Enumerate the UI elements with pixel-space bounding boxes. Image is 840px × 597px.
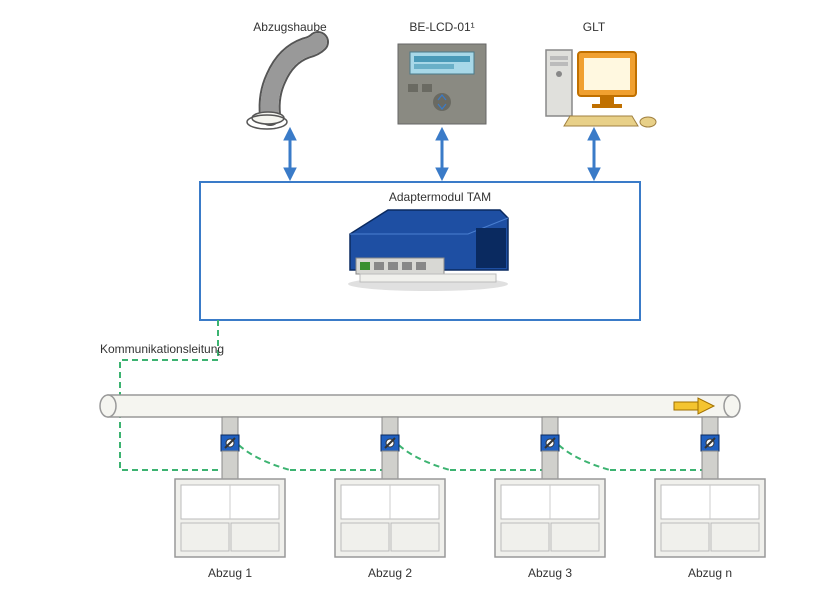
label-abzug-1: Abzug 1 xyxy=(200,566,260,580)
label-comm-line: Kommunikationsleitung xyxy=(100,342,250,356)
cabinet-2 xyxy=(335,479,445,557)
label-be-lcd: BE-LCD-01¹ xyxy=(402,20,482,34)
abzugshaube-icon xyxy=(247,42,318,129)
be-lcd-icon xyxy=(398,44,486,124)
label-glt: GLT xyxy=(554,20,634,34)
label-tam: Adaptermodul TAM xyxy=(360,190,520,204)
cabinet-3 xyxy=(495,479,605,557)
label-abzug-2: Abzug 2 xyxy=(360,566,420,580)
label-abzugshaube: Abzugshaube xyxy=(250,20,330,34)
cabinets-row xyxy=(175,479,765,557)
label-abzug-3: Abzug 3 xyxy=(520,566,580,580)
cabinet-1 xyxy=(175,479,285,557)
glt-icon xyxy=(546,50,656,127)
cabinet-4 xyxy=(655,479,765,557)
tam-device-icon xyxy=(348,210,508,291)
diagram-canvas xyxy=(0,0,840,597)
label-abzug-n: Abzug n xyxy=(680,566,740,580)
pipe xyxy=(100,395,740,417)
top-arrows xyxy=(284,128,600,180)
